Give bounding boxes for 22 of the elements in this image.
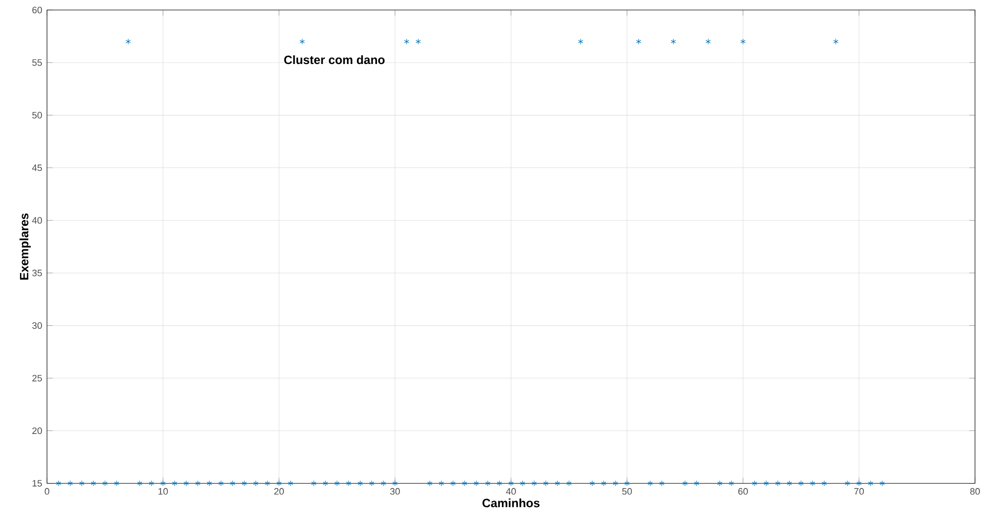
x-axis-title: Caminhos: [482, 498, 540, 508]
y-tick-label: 35: [32, 270, 42, 276]
y-tick-label: 25: [32, 374, 42, 382]
y-tick-label: 30: [32, 322, 42, 329]
y-tick-label: 50: [32, 112, 42, 118]
annotation: Cluster com dano: [284, 55, 385, 64]
y-tick-label: 15: [32, 480, 42, 487]
y-axis-title: Exemplares: [20, 213, 31, 280]
x-tick-label: 40: [506, 488, 516, 495]
y-tick-label: 40: [32, 217, 42, 224]
x-tick-label: 60: [738, 488, 748, 495]
y-tick-label: 60: [32, 6, 42, 14]
x-tick-label: 10: [158, 488, 168, 495]
x-tick-label: 50: [622, 488, 632, 495]
x-tick-label: 0: [44, 488, 50, 495]
x-tick-label: 70: [854, 488, 864, 495]
y-tick-label: 20: [32, 427, 42, 434]
x-tick-label: 20: [274, 488, 284, 495]
y-tick-label: 45: [32, 164, 42, 172]
x-tick-label: 30: [390, 488, 400, 495]
y-tick-label: 55: [32, 59, 42, 66]
x-tick-label: 80: [970, 488, 980, 495]
